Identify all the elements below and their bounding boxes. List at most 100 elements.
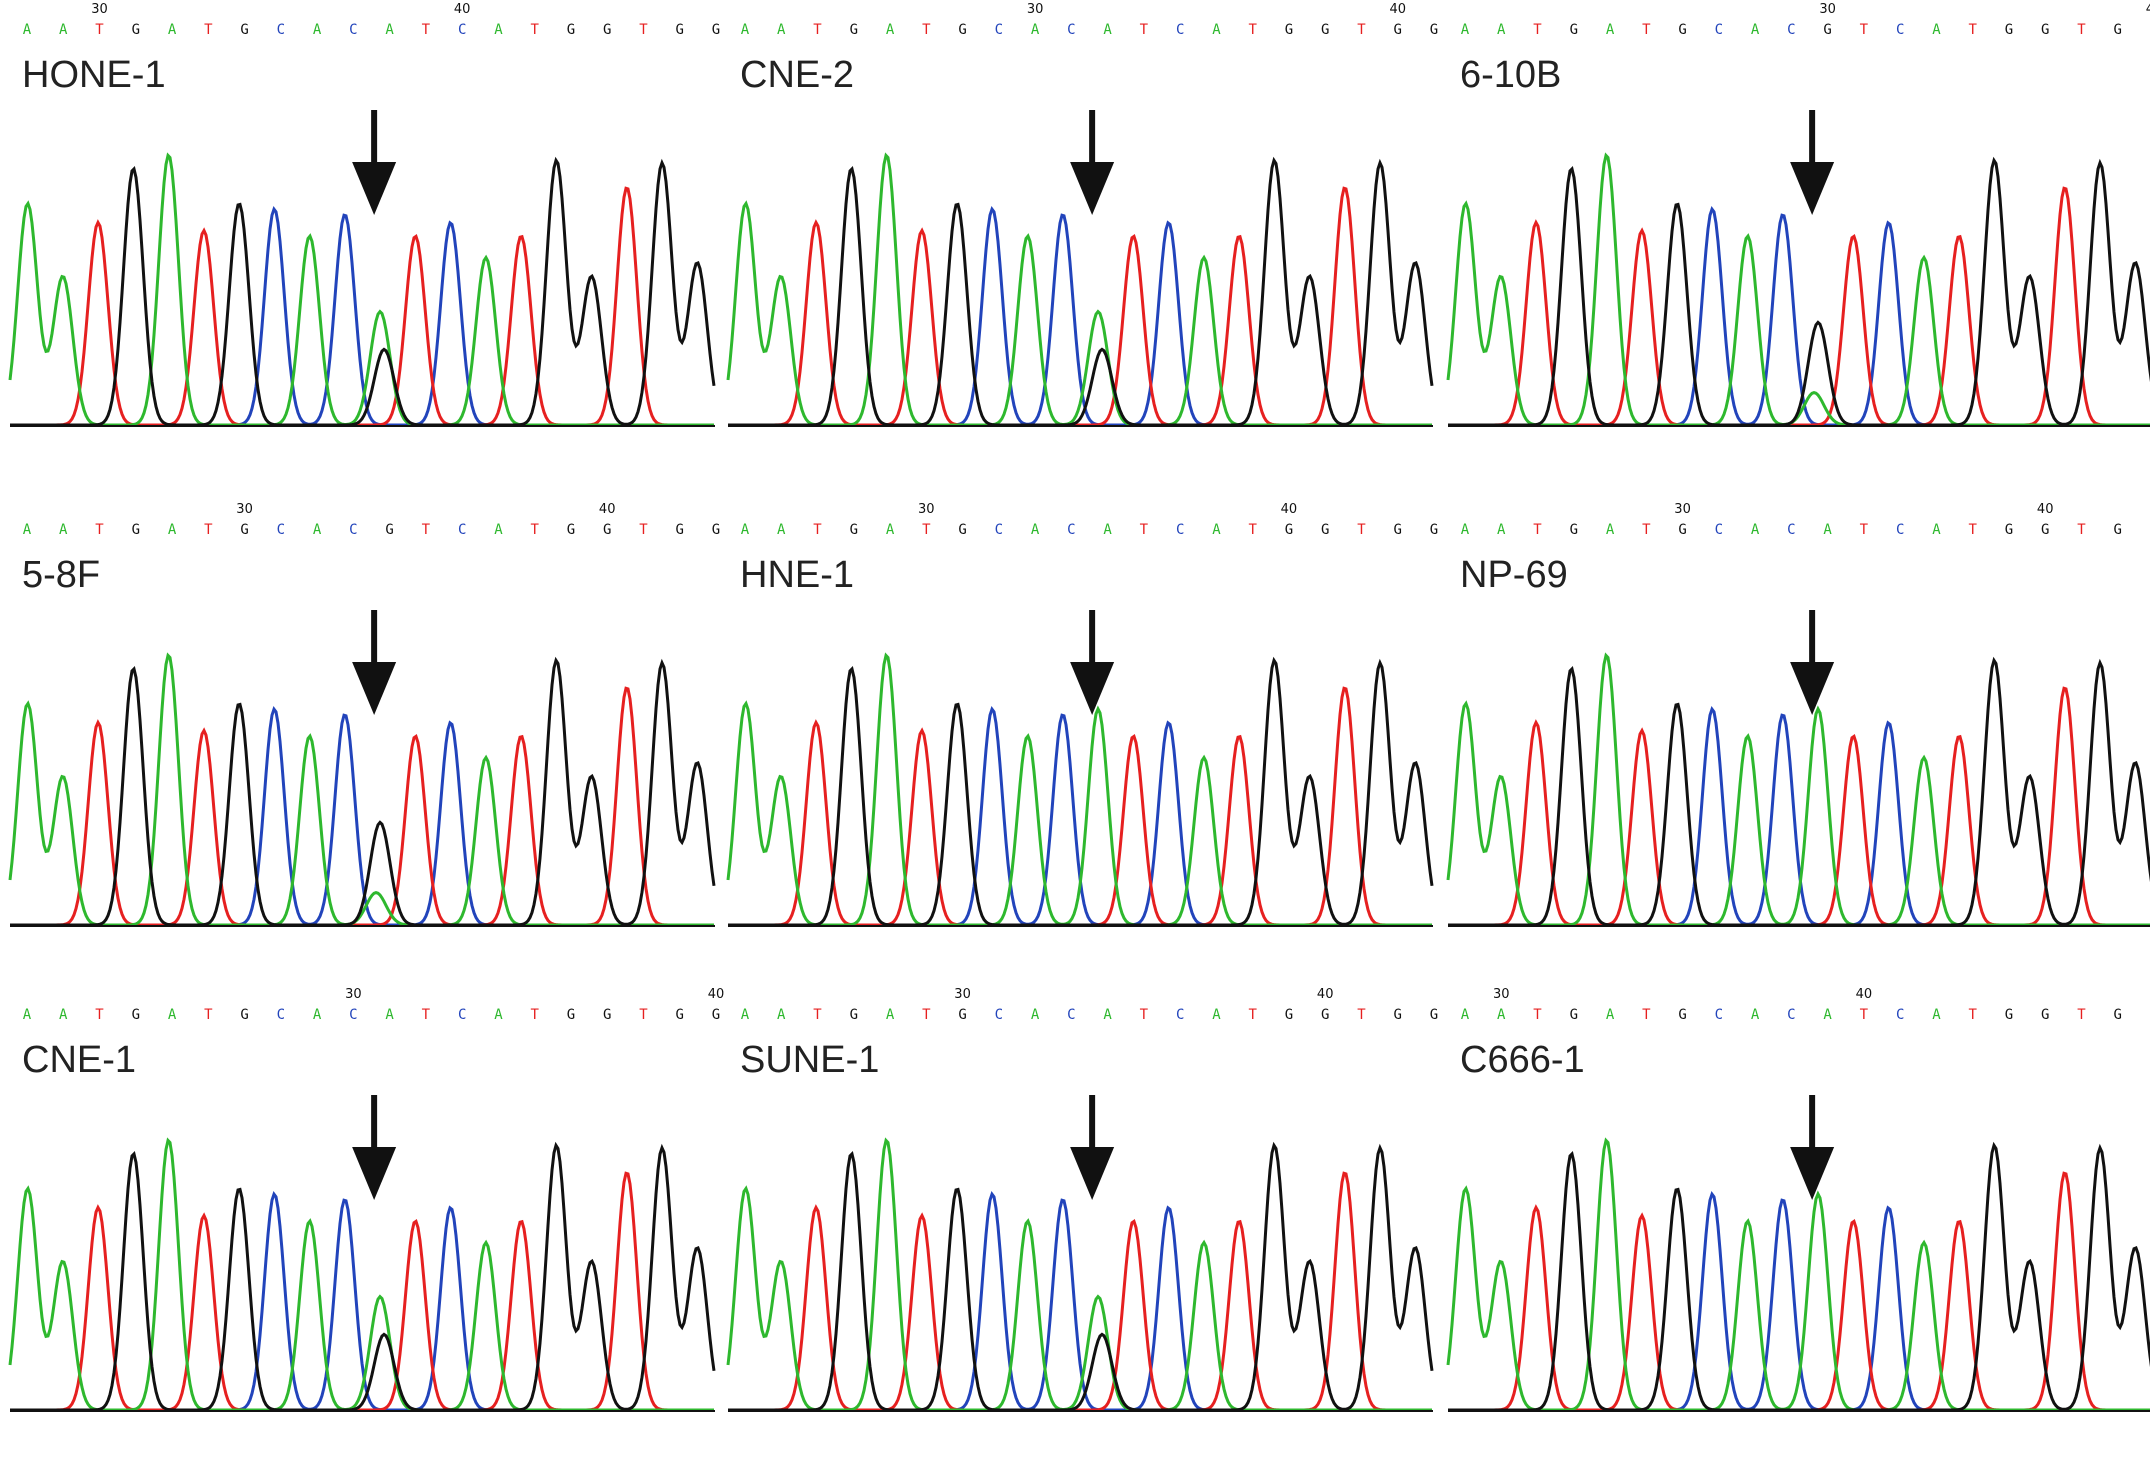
base-call: T xyxy=(2077,1007,2086,1023)
cell-line-label: SUNE-1 xyxy=(740,1039,880,1081)
base-call: C xyxy=(1067,22,1076,38)
trace-plot xyxy=(1446,110,2150,427)
base-call: A xyxy=(885,1007,895,1023)
chromatogram-panel: AATGATGCACATCATGGTGG3040NP-69 xyxy=(1446,500,2150,975)
base-call: A xyxy=(167,22,177,38)
base-call: G xyxy=(2113,1007,2122,1023)
base-call: T xyxy=(1968,22,1977,38)
trace-plot xyxy=(726,1095,1434,1412)
base-call: G xyxy=(711,1007,721,1023)
base-call: A xyxy=(1497,1007,1506,1023)
base-call: G xyxy=(131,22,140,38)
base-call: G xyxy=(240,522,249,538)
base-call: T xyxy=(530,22,539,38)
position-tick-label: 40 xyxy=(1280,502,1298,517)
base-call: C xyxy=(1895,522,1905,538)
base-call: T xyxy=(922,22,931,38)
base-call: A xyxy=(59,22,68,38)
base-call: G xyxy=(675,1007,684,1023)
cell-line-label: 5-8F xyxy=(22,554,101,596)
base-call: T xyxy=(2077,22,2086,38)
base-call: A xyxy=(1212,22,1221,38)
base-call: G xyxy=(1393,1007,1402,1023)
trace-line xyxy=(10,156,716,427)
trace-plot xyxy=(1446,1095,2150,1412)
base-call: G xyxy=(240,22,249,38)
base-call: T xyxy=(530,1007,539,1023)
base-call: A xyxy=(312,1007,322,1023)
base-call: A xyxy=(1103,1007,1112,1023)
cell-line-label: C666-1 xyxy=(1460,1039,1585,1081)
base-call: T xyxy=(1859,1007,1869,1023)
base-call: C xyxy=(349,22,358,38)
base-call: G xyxy=(131,1007,140,1023)
base-call: A xyxy=(1932,522,1941,538)
base-call: C xyxy=(349,1007,358,1023)
base-call: A xyxy=(1212,522,1221,538)
base-call: T xyxy=(1357,522,1366,538)
base-call: A xyxy=(1605,1007,1615,1023)
snp-arrow xyxy=(1070,610,1115,715)
base-call: G xyxy=(958,1007,967,1023)
base-call: G xyxy=(1569,22,1578,38)
base-call: A xyxy=(1932,1007,1941,1023)
cell-line-label: HNE-1 xyxy=(740,554,855,596)
base-call: A xyxy=(1497,22,1506,38)
cell-line-label: CNE-1 xyxy=(22,1039,137,1081)
base-call: T xyxy=(813,1007,822,1023)
base-call: C xyxy=(1787,522,1796,538)
base-call: T xyxy=(1642,22,1651,38)
chromatogram-panel: A A T G A T G C A C A T C A T G G T G G 30 40 CNE-1 xyxy=(8,985,724,1460)
base-call: C xyxy=(276,22,286,38)
base-call: A xyxy=(1030,1007,1040,1023)
chromatogram-panel: A A T G A T G C A C G T C A T G G T G G 30 40 5-8F xyxy=(8,500,720,975)
base-call: A xyxy=(740,1007,750,1023)
base-call: G xyxy=(2004,22,2014,38)
cell-line-label: HONE-1 xyxy=(22,54,166,96)
base-call: T xyxy=(1859,22,1869,38)
snp-arrow xyxy=(1070,1095,1115,1200)
base-call: T xyxy=(639,1007,648,1023)
snp-arrow xyxy=(352,1095,397,1200)
base-call: C xyxy=(1787,22,1796,38)
cell-line-label: 6-10B xyxy=(1460,54,1562,96)
position-tick-label: 30 xyxy=(345,987,362,1002)
chromatogram-panel: A A T G A T G C A C A T C A T G G T G G 30 40 HONE-1 xyxy=(8,0,720,475)
base-call: T xyxy=(95,1007,104,1023)
base-call: G xyxy=(1284,22,1294,38)
trace-line xyxy=(1448,186,2150,427)
base-call: T xyxy=(1248,522,1257,538)
base-call: A xyxy=(1030,22,1040,38)
base-call: T xyxy=(95,522,104,538)
base-call: T xyxy=(1533,522,1542,538)
base-call: A xyxy=(777,22,786,38)
trace-line xyxy=(10,656,716,927)
base-call: C xyxy=(1895,22,1905,38)
base-call: C xyxy=(276,522,286,538)
base-call: T xyxy=(204,522,213,538)
base-call: C xyxy=(1175,1007,1185,1023)
base-call: A xyxy=(777,1007,786,1023)
base-call: T xyxy=(1139,1007,1149,1023)
chromatogram-grid: A A T G A T G C A C A T C A T G G T G G 30 40 HONE-1 A A T G A T G C A C… xyxy=(8,0,2150,1412)
base-call: A xyxy=(22,522,32,538)
base-call: G xyxy=(1320,1007,1330,1023)
base-call: A xyxy=(312,22,322,38)
position-tick-label: 40 xyxy=(1316,987,1334,1002)
position-tick-label: 40 xyxy=(1855,987,1873,1002)
base-call: C xyxy=(1067,522,1076,538)
base-call: A xyxy=(1497,522,1506,538)
trace-plot xyxy=(726,110,1434,427)
base-call: C xyxy=(349,522,358,538)
position-tick-label: 40 xyxy=(453,2,471,17)
base-call: A xyxy=(167,1007,177,1023)
trace-line xyxy=(1448,156,2150,427)
base-call: G xyxy=(1678,1007,1687,1023)
base-call: G xyxy=(602,522,612,538)
base-call: T xyxy=(530,522,539,538)
base-call: T xyxy=(639,522,648,538)
base-call: T xyxy=(1642,522,1651,538)
base-call: T xyxy=(1968,1007,1977,1023)
